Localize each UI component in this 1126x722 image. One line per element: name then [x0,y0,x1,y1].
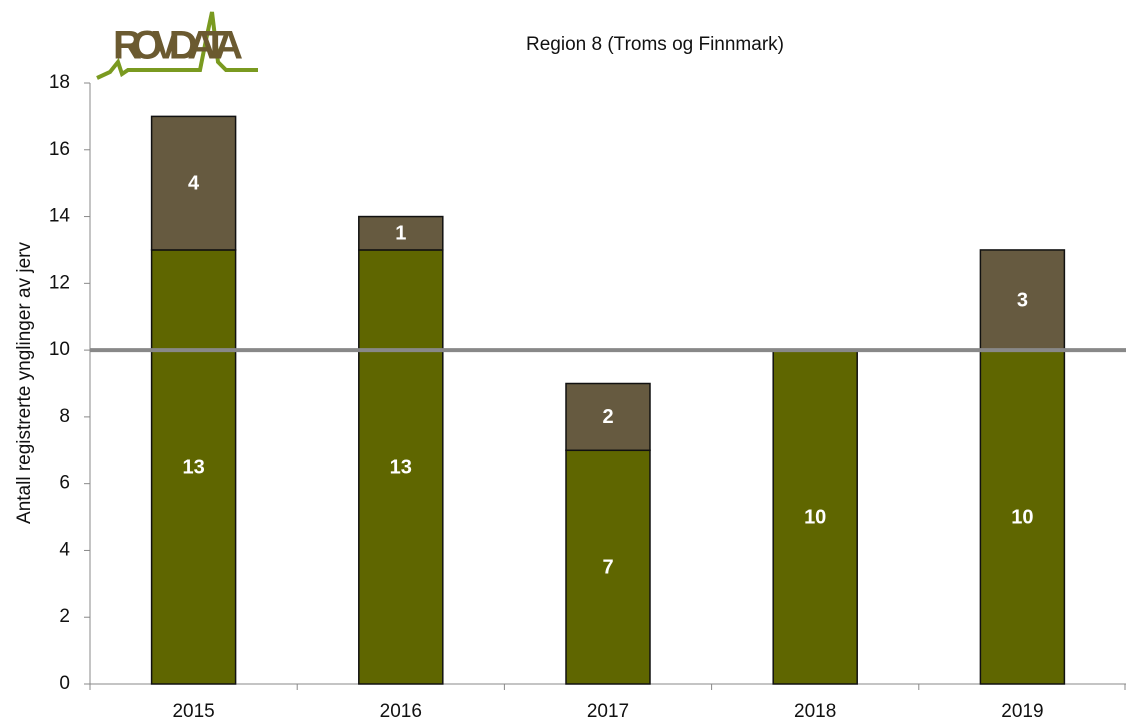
bar-segment [979,349,1066,685]
value-label: 7 [602,556,613,578]
logo: ROVDATA [96,11,258,80]
value-label: 13 [182,456,204,478]
bar-segment [358,215,444,251]
logo-text: ROVDATA [113,24,243,68]
x-tick-label: 2019 [1001,701,1043,722]
bar-segment [358,249,444,685]
bar-segment [565,382,651,452]
value-label: 4 [188,172,200,194]
y-tick-label: 6 [59,473,70,494]
y-axis-label: Antall registrerte ynglinger av jerv [14,242,35,524]
bar-segment [772,349,858,685]
value-label: 10 [1011,506,1033,528]
x-tick-label: 2015 [172,701,214,722]
value-label: 2 [602,406,613,428]
bar-segment [150,115,237,251]
x-tick-label: 2016 [380,701,422,722]
y-tick-label: 8 [59,406,70,427]
y-tick-label: 4 [59,539,70,560]
logo-line [96,11,258,80]
value-label: 13 [390,456,412,478]
bar-segment [565,449,651,685]
value-label: 10 [804,506,826,528]
value-label: 3 [1017,289,1028,311]
value-label: 1 [395,223,406,245]
y-tick-label: 10 [49,339,70,360]
y-tick-label: 2 [59,606,70,627]
y-tick-label: 0 [59,673,70,694]
bar-segment [979,249,1066,351]
y-tick-label: 16 [49,139,70,160]
chart-title: Region 8 (Troms og Finnmark) [526,34,784,55]
x-tick-label: 2018 [794,701,836,722]
y-tick-label: 18 [49,72,70,93]
y-tick-label: 14 [49,206,71,227]
x-tick-label: 2017 [587,701,629,722]
y-tick-label: 12 [49,272,70,293]
